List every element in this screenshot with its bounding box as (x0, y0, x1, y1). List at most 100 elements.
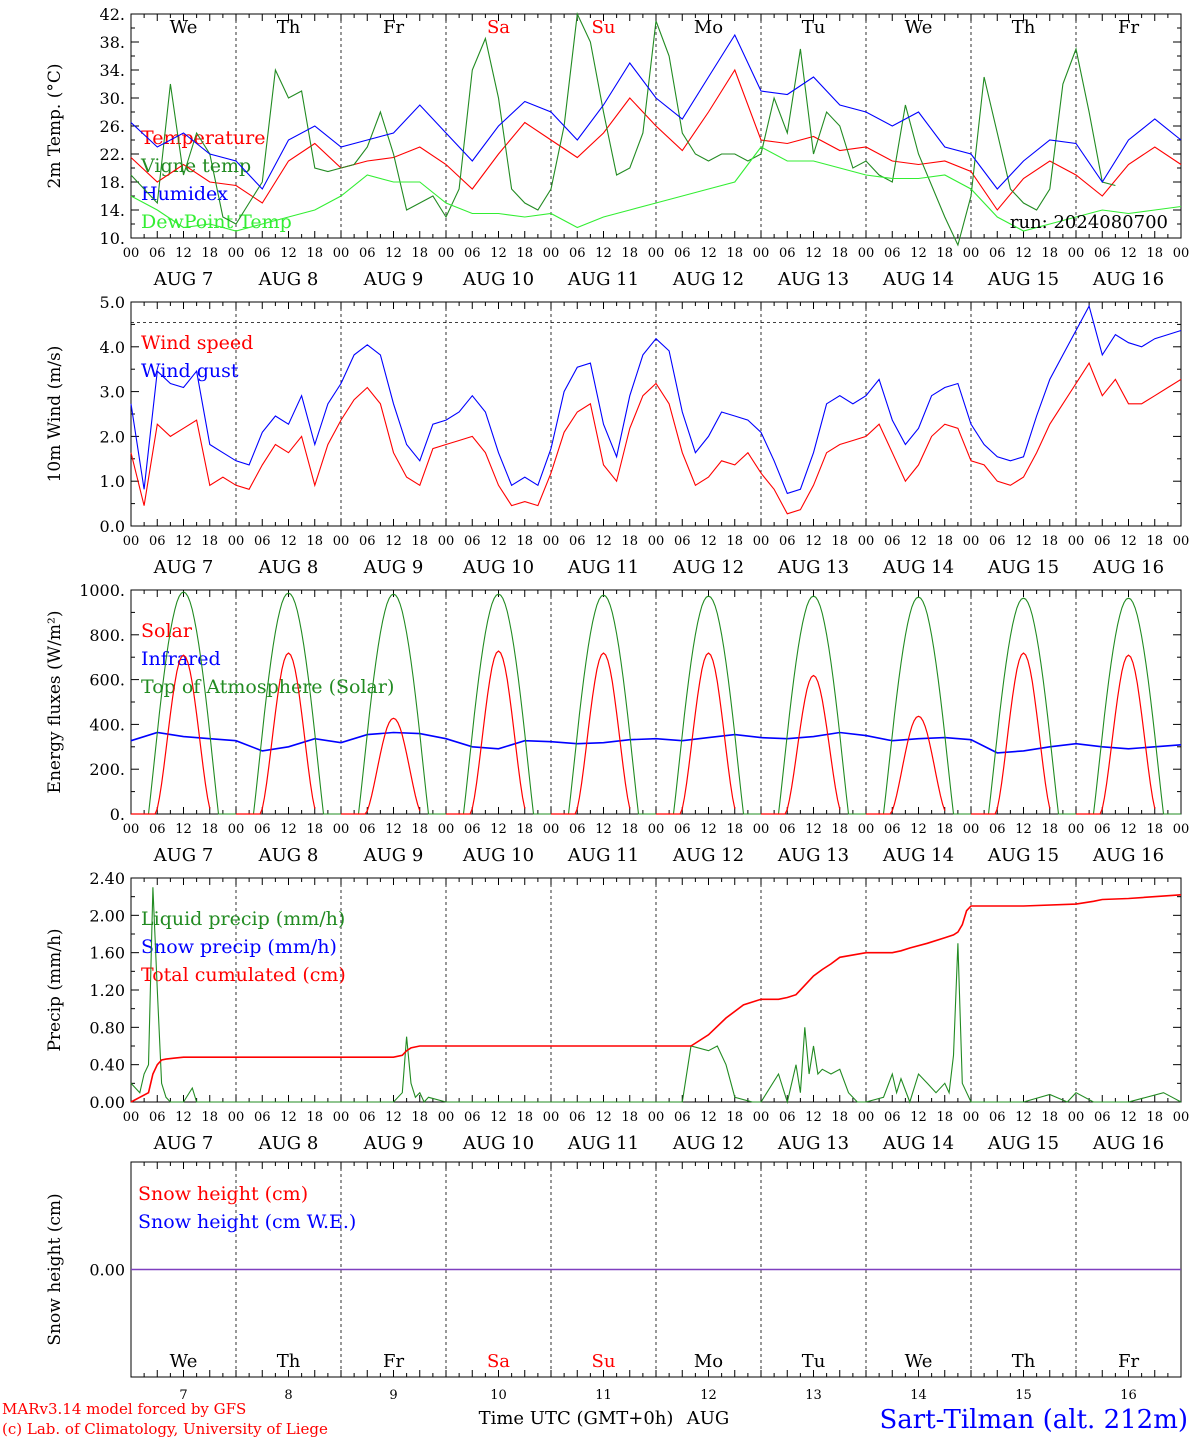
date-label: AUG 9 (363, 557, 424, 578)
hour-label: 00 (123, 822, 140, 837)
date-label: AUG 15 (987, 557, 1059, 578)
date-label: AUG 13 (777, 269, 849, 290)
hour-label: 18 (831, 534, 848, 549)
hour-label: 12 (490, 822, 507, 837)
date-label: AUG 11 (567, 1133, 639, 1154)
bottom-day-number: 7 (179, 1388, 187, 1403)
hour-label: 06 (989, 534, 1006, 549)
hour-label: 00 (1068, 822, 1085, 837)
hour-label: 18 (516, 1110, 533, 1125)
date-label: AUG 9 (363, 1133, 424, 1154)
hour-label: 18 (726, 534, 743, 549)
y-axis-title: 2m Temp. (°C) (45, 63, 65, 188)
day-name-label: Fr (383, 17, 404, 38)
hour-label: 00 (543, 246, 560, 261)
hour-label: 06 (359, 246, 376, 261)
hour-label: 18 (1146, 534, 1163, 549)
date-label: AUG 10 (462, 1133, 534, 1154)
hour-label: 06 (569, 822, 586, 837)
hour-label: 12 (700, 822, 717, 837)
date-label: AUG 12 (672, 269, 744, 290)
panel-energy: 0. 200. 400. 600. 800. 1000. Energy fluxes (W/… (45, 581, 1189, 866)
hour-label: 18 (306, 246, 323, 261)
y-tick-label: 4.0 (100, 338, 125, 357)
hour-label: 12 (700, 1110, 717, 1125)
hour-label: 12 (1120, 822, 1137, 837)
hour-label: 12 (490, 246, 507, 261)
hour-label: 18 (516, 822, 533, 837)
series-line (130, 894, 1182, 1103)
bottom-day-number: 13 (805, 1388, 822, 1403)
hour-label: 12 (490, 1110, 507, 1125)
hour-label: 00 (648, 822, 665, 837)
date-label: AUG 12 (672, 845, 744, 866)
y-tick-label: 14. (100, 201, 125, 220)
hour-label: 12 (595, 822, 612, 837)
hour-label: 18 (831, 822, 848, 837)
bottom-day-number: 10 (490, 1388, 507, 1403)
toa-solar-line (551, 594, 656, 815)
legend-entry: Wind speed (141, 332, 253, 354)
y-tick-label: 34. (100, 61, 125, 80)
series-line (130, 146, 1182, 232)
hour-label: 00 (333, 246, 350, 261)
date-label: AUG 15 (987, 845, 1059, 866)
hour-label: 18 (411, 534, 428, 549)
hour-label: 00 (438, 822, 455, 837)
y-tick-label: 200. (89, 760, 125, 779)
date-label: AUG 9 (363, 269, 424, 290)
hour-label: 18 (1146, 822, 1163, 837)
hour-label: 00 (333, 822, 350, 837)
hour-label: 00 (228, 534, 245, 549)
date-label: AUG 8 (258, 1133, 319, 1154)
hour-label: 12 (280, 246, 297, 261)
day-name-label: Fr (1118, 1351, 1139, 1372)
hour-label: 06 (884, 534, 901, 549)
day-name-label: We (905, 17, 933, 38)
day-name-label: Su (592, 1351, 616, 1372)
hour-label: 06 (359, 1110, 376, 1125)
hour-label: 06 (254, 534, 271, 549)
hour-label: 18 (936, 534, 953, 549)
hour-label: 00 (963, 1110, 980, 1125)
date-label: AUG 16 (1092, 1133, 1164, 1154)
hour-label: 06 (359, 534, 376, 549)
hour-label: 12 (805, 1110, 822, 1125)
hour-label: 18 (306, 1110, 323, 1125)
hour-label: 00 (1068, 534, 1085, 549)
hour-label: 00 (1068, 1110, 1085, 1125)
hour-label: 18 (201, 534, 218, 549)
legend-entry: Wind gust (141, 360, 239, 382)
hour-label: 12 (1015, 822, 1032, 837)
day-name-label: We (905, 1351, 933, 1372)
station-label: Sart-Tilman (alt. 212m) (879, 1405, 1188, 1435)
hour-label: 00 (963, 534, 980, 549)
hour-label: 00 (438, 534, 455, 549)
hour-label: 18 (1146, 246, 1163, 261)
hour-label: 06 (674, 822, 691, 837)
y-tick-label: 0.80 (89, 1018, 125, 1037)
toa-solar-line (971, 597, 1076, 815)
bottom-day-number: 16 (1120, 1388, 1137, 1403)
hour-label: 06 (569, 534, 586, 549)
hour-label: 18 (1146, 1110, 1163, 1125)
y-tick-label: 1.0 (100, 472, 125, 491)
hour-label: 12 (1015, 1110, 1032, 1125)
hour-label: 12 (805, 534, 822, 549)
hour-label: 12 (1120, 534, 1137, 549)
day-name-label: Fr (383, 1351, 404, 1372)
hour-label: 18 (516, 246, 533, 261)
date-label: AUG 13 (777, 557, 849, 578)
hour-label: 12 (280, 822, 297, 837)
hour-label: 06 (674, 534, 691, 549)
hour-label: 00 (123, 534, 140, 549)
hour-label: 06 (884, 246, 901, 261)
bottom-day-number: 8 (284, 1388, 292, 1403)
hour-label: 12 (175, 534, 192, 549)
plot-frame (130, 589, 1182, 815)
hour-label: 12 (385, 246, 402, 261)
bottom-day-number: 11 (595, 1388, 612, 1403)
legend-entry: Temperature (141, 127, 265, 149)
hour-label: 12 (1120, 246, 1137, 261)
hour-label: 00 (1173, 246, 1190, 261)
